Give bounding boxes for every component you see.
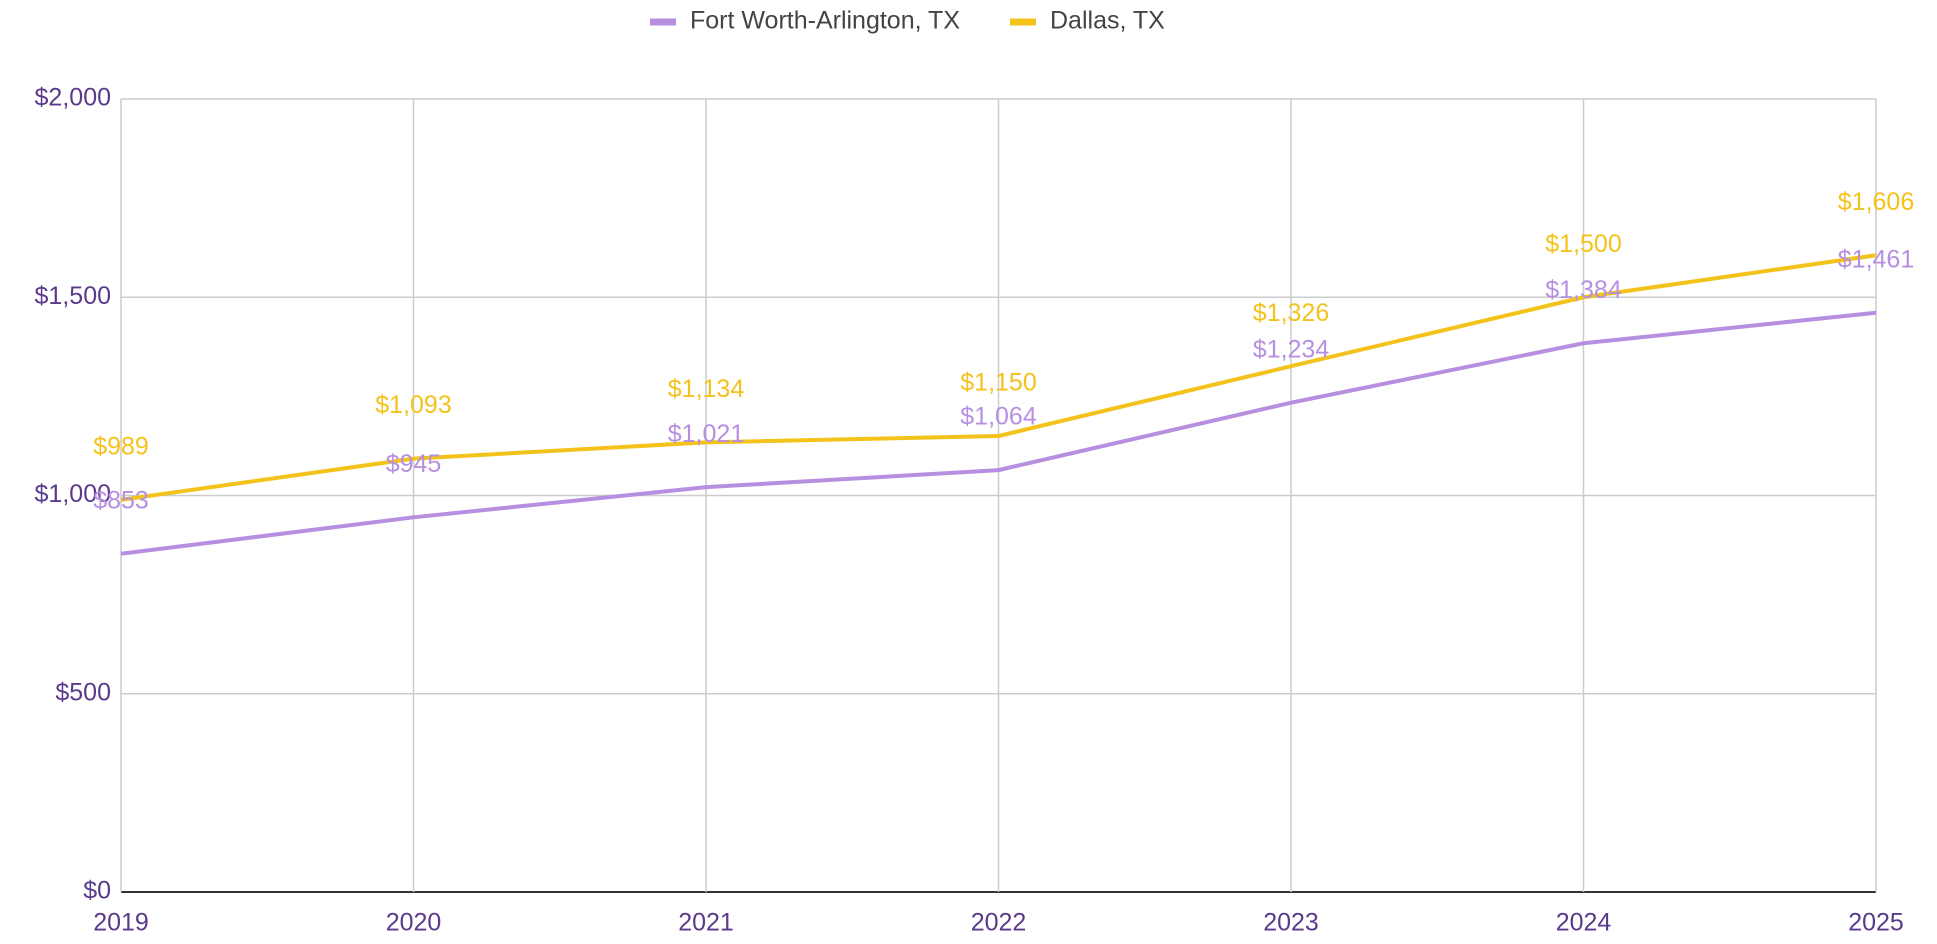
data-label: $1,461 (1838, 245, 1914, 273)
y-tick-label: $1,000 (35, 480, 111, 508)
data-label: $1,326 (1253, 299, 1329, 327)
data-label: $945 (386, 450, 442, 478)
x-tick-label: 2022 (971, 909, 1027, 937)
legend-label: Fort Worth-Arlington, TX (690, 7, 960, 35)
data-label: $1,500 (1545, 230, 1621, 258)
data-label: $1,064 (960, 403, 1037, 431)
data-label: $1,150 (960, 369, 1036, 397)
data-label: $1,021 (668, 420, 744, 448)
y-tick-label: $0 (83, 877, 111, 905)
y-tick-label: $2,000 (35, 84, 111, 112)
legend-label: Dallas, TX (1050, 7, 1165, 35)
data-label: $1,384 (1545, 276, 1622, 304)
y-tick-label: $500 (55, 678, 111, 706)
x-tick-label: 2025 (1848, 909, 1904, 937)
data-label: $1,234 (1253, 335, 1330, 363)
x-tick-label: 2021 (678, 909, 734, 937)
line (120, 310, 1877, 556)
data-label: $1,093 (375, 391, 451, 419)
x-tick-label: 2024 (1556, 909, 1612, 937)
x-tick-label: 2020 (386, 909, 442, 937)
line (120, 253, 1877, 502)
data-label: $1,606 (1838, 188, 1914, 216)
data-label: $853 (93, 486, 149, 514)
x-tick-label: 2019 (93, 909, 149, 937)
data-label: $1,134 (668, 375, 745, 403)
y-tick-label: $1,500 (35, 282, 111, 310)
x-tick-label: 2023 (1263, 909, 1319, 937)
data-label: $989 (93, 432, 149, 460)
